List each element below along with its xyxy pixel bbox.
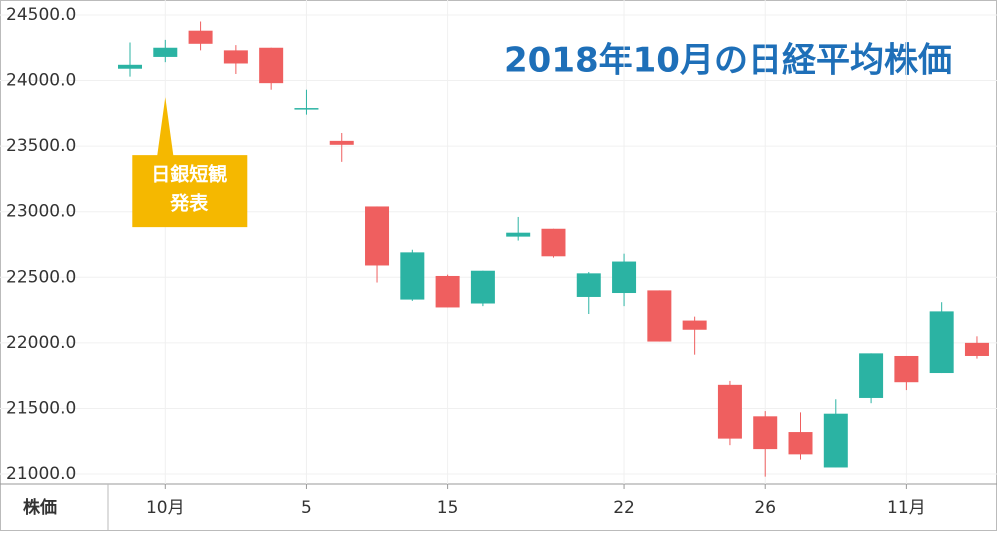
candle-body [365, 206, 390, 266]
candle-body [188, 30, 213, 44]
chart-title: 2018年10月の日経平均株価 [504, 41, 952, 81]
y-tick-label: 23500.0 [6, 136, 76, 156]
candle-body [576, 273, 601, 297]
y-tick-label: 22000.0 [6, 333, 76, 353]
y-tick-label: 21500.0 [6, 398, 76, 418]
x-tick-label: 15 [437, 498, 459, 518]
candle-body [223, 50, 248, 64]
candle-body [435, 275, 460, 308]
candle-body [647, 290, 672, 342]
candle-body [470, 270, 495, 304]
x-tick-label: 10月 [146, 498, 185, 518]
y-tick-label: 24500.0 [6, 5, 76, 25]
candle-body [294, 108, 319, 110]
y-tick-label: 23000.0 [6, 202, 76, 222]
candle-body [329, 140, 354, 145]
x-tick-label: 26 [754, 498, 776, 518]
x-tick-label: 22 [613, 498, 635, 518]
candle-body [153, 47, 178, 57]
candle-body [717, 384, 742, 439]
row-label: 株価 [23, 497, 57, 518]
candle-body [753, 416, 778, 450]
candle-body [894, 355, 919, 383]
candle-body [823, 413, 848, 468]
x-tick-label: 5 [301, 498, 312, 518]
candle-body [400, 252, 425, 300]
y-tick-label: 21000.0 [6, 464, 76, 484]
annotation-text: 発表 [169, 192, 209, 215]
y-tick-label: 24000.0 [6, 71, 76, 91]
candle-body [929, 311, 954, 374]
candle-body [259, 47, 284, 84]
candle-body [964, 342, 989, 356]
candle-body [506, 232, 531, 237]
annotation-callout [132, 97, 248, 228]
candle-body [788, 432, 813, 455]
candle-body [859, 353, 884, 398]
candle-body [118, 64, 142, 69]
candle-body [612, 261, 637, 294]
candle-body [682, 320, 707, 330]
x-tick-label: 11月 [887, 498, 926, 518]
candle-body [541, 228, 566, 257]
grid [0, 0, 997, 484]
annotation-text: 日銀短観 [151, 163, 227, 186]
y-tick-label: 22500.0 [6, 267, 76, 287]
